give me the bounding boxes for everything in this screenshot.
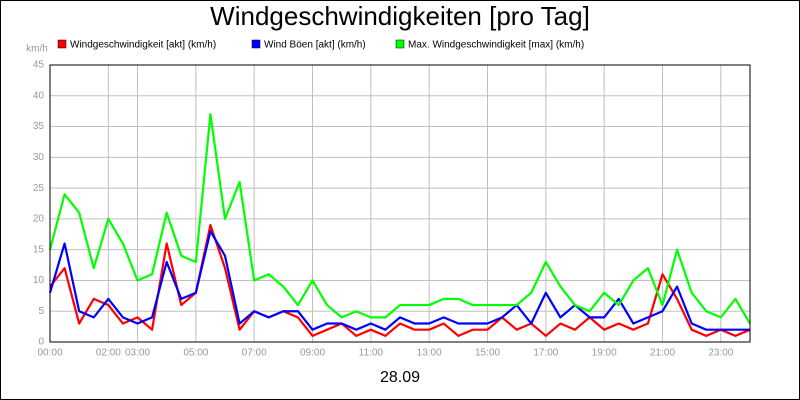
x-tick-label: 00:00 — [37, 348, 62, 359]
legend-label: Wind Böen [akt] (km/h) — [264, 40, 366, 51]
x-tick-label: 15:00 — [475, 348, 500, 359]
y-tick-label: 10 — [33, 275, 45, 286]
x-tick-label: 17:00 — [533, 348, 558, 359]
y-tick-label: 45 — [33, 60, 45, 71]
chart-title: Windgeschwindigkeiten [pro Tag] — [210, 1, 590, 31]
series-line — [48, 113, 751, 325]
plot-frame — [49, 64, 751, 343]
y-tick-label: 15 — [33, 244, 45, 255]
x-tick-label: 09:00 — [300, 348, 325, 359]
legend-swatch — [395, 39, 405, 49]
x-tick-label: 07:00 — [242, 348, 267, 359]
y-tick-label: 35 — [33, 121, 45, 132]
y-tick-label: 40 — [33, 90, 45, 101]
grid — [49, 64, 750, 343]
y-tick-label: 25 — [33, 183, 45, 194]
legend: Windgeschwindigkeit [akt] (km/h) Wind Böe… — [57, 39, 584, 51]
x-tick-label: 05:00 — [183, 348, 208, 359]
x-axis-label: 28.09 — [380, 369, 420, 386]
y-tick-label: 5 — [38, 306, 44, 317]
legend-swatch — [251, 39, 261, 49]
x-tick-label: 23:00 — [708, 348, 733, 359]
x-tick-label: 19:00 — [592, 348, 617, 359]
legend-label: Windgeschwindigkeit [akt] (km/h) — [70, 40, 216, 51]
x-tick-label: 13:00 — [417, 348, 442, 359]
legend-label: Max. Windgeschwindigkeit [max] (km/h) — [408, 40, 584, 51]
series-line — [48, 230, 750, 331]
x-tick-label: 11:00 — [359, 348, 384, 359]
x-tick-label: 03:00 — [125, 348, 150, 359]
y-tick-label: 0 — [38, 337, 44, 348]
y-tick-label: 20 — [33, 214, 45, 225]
lines — [48, 113, 751, 337]
y-tick-label: 30 — [33, 152, 45, 163]
y-axis-label: km/h — [26, 44, 48, 55]
legend-swatch — [57, 39, 67, 49]
series-line — [49, 223, 751, 337]
x-tick-label: 02:00 — [96, 348, 121, 359]
x-tick-label: 21:00 — [650, 348, 675, 359]
